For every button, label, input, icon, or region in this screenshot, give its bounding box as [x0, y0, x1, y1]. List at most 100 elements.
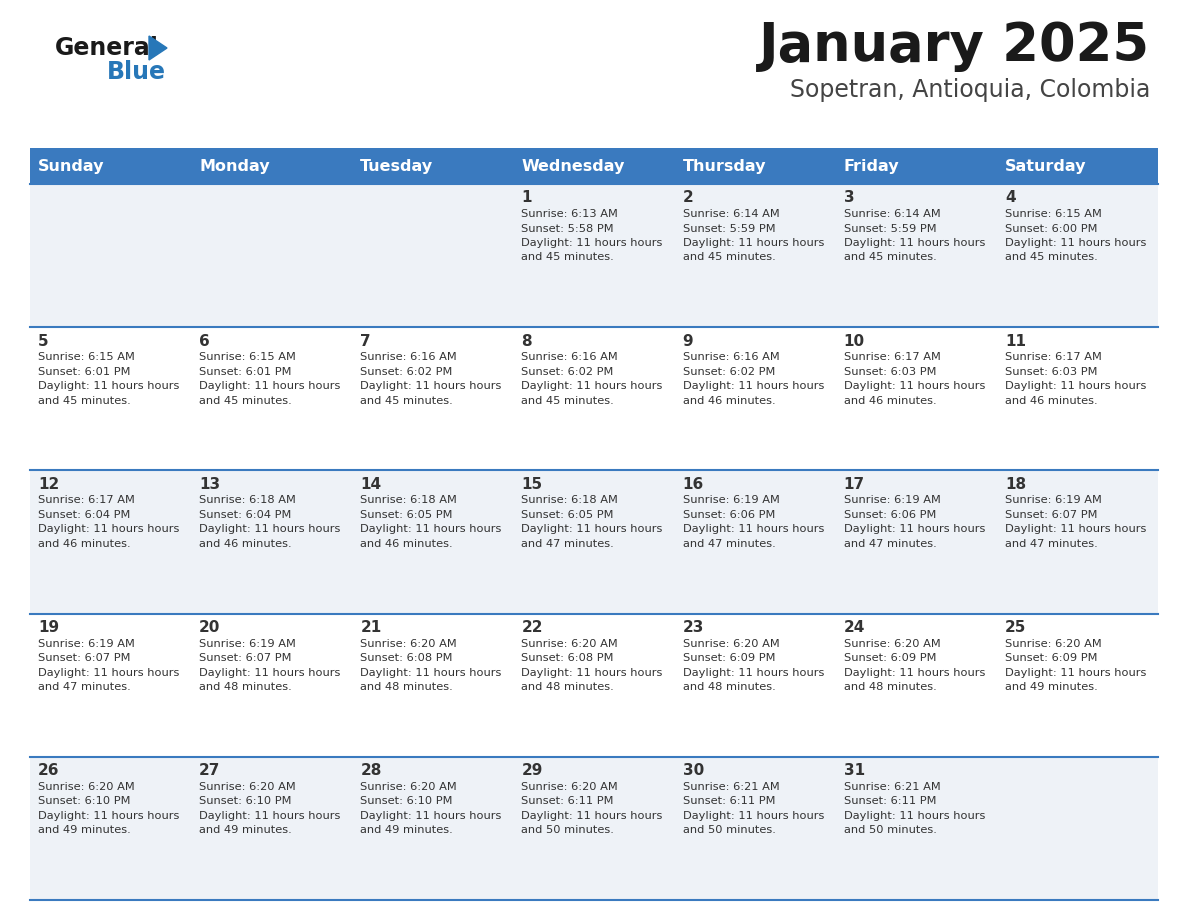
Text: Sunrise: 6:19 AM: Sunrise: 6:19 AM: [38, 639, 135, 649]
Text: Sunset: 6:10 PM: Sunset: 6:10 PM: [200, 796, 292, 806]
Text: 28: 28: [360, 763, 381, 778]
Text: 7: 7: [360, 334, 371, 349]
Text: Daylight: 11 hours hours: Daylight: 11 hours hours: [683, 238, 824, 248]
Text: and 49 minutes.: and 49 minutes.: [200, 825, 292, 835]
Text: Sunset: 6:02 PM: Sunset: 6:02 PM: [683, 366, 775, 376]
Text: Sunset: 6:02 PM: Sunset: 6:02 PM: [522, 366, 614, 376]
Text: Sunrise: 6:17 AM: Sunrise: 6:17 AM: [38, 496, 135, 506]
Text: Sunrise: 6:16 AM: Sunrise: 6:16 AM: [522, 353, 618, 363]
Text: Thursday: Thursday: [683, 159, 766, 174]
Text: January 2025: January 2025: [759, 20, 1150, 72]
Text: Sunrise: 6:20 AM: Sunrise: 6:20 AM: [360, 639, 457, 649]
Text: Sunset: 6:00 PM: Sunset: 6:00 PM: [1005, 223, 1098, 233]
Text: Sunset: 6:07 PM: Sunset: 6:07 PM: [200, 653, 292, 663]
Text: Sunset: 6:01 PM: Sunset: 6:01 PM: [200, 366, 292, 376]
Text: 17: 17: [843, 476, 865, 492]
Text: Sunset: 6:03 PM: Sunset: 6:03 PM: [843, 366, 936, 376]
Text: Daylight: 11 hours hours: Daylight: 11 hours hours: [683, 667, 824, 677]
Text: Wednesday: Wednesday: [522, 159, 625, 174]
Text: and 50 minutes.: and 50 minutes.: [683, 825, 776, 835]
Text: and 48 minutes.: and 48 minutes.: [683, 682, 776, 692]
Text: Sunrise: 6:20 AM: Sunrise: 6:20 AM: [360, 782, 457, 792]
Text: Daylight: 11 hours hours: Daylight: 11 hours hours: [843, 811, 985, 821]
Text: Sunset: 6:09 PM: Sunset: 6:09 PM: [683, 653, 775, 663]
Text: 25: 25: [1005, 620, 1026, 635]
Text: Sunset: 5:59 PM: Sunset: 5:59 PM: [843, 223, 936, 233]
Text: and 47 minutes.: and 47 minutes.: [38, 682, 131, 692]
Text: Sunset: 6:11 PM: Sunset: 6:11 PM: [522, 796, 614, 806]
Text: and 47 minutes.: and 47 minutes.: [522, 539, 614, 549]
Text: Daylight: 11 hours hours: Daylight: 11 hours hours: [38, 381, 179, 391]
Text: and 48 minutes.: and 48 minutes.: [522, 682, 614, 692]
Text: and 45 minutes.: and 45 minutes.: [38, 396, 131, 406]
Text: Sunset: 6:04 PM: Sunset: 6:04 PM: [200, 509, 291, 520]
Text: Daylight: 11 hours hours: Daylight: 11 hours hours: [360, 381, 501, 391]
Text: Sunrise: 6:18 AM: Sunrise: 6:18 AM: [360, 496, 457, 506]
Text: Sunrise: 6:15 AM: Sunrise: 6:15 AM: [200, 353, 296, 363]
Text: Sunset: 6:07 PM: Sunset: 6:07 PM: [38, 653, 131, 663]
Text: Sunset: 5:58 PM: Sunset: 5:58 PM: [522, 223, 614, 233]
Text: Daylight: 11 hours hours: Daylight: 11 hours hours: [1005, 667, 1146, 677]
Text: Sunrise: 6:19 AM: Sunrise: 6:19 AM: [683, 496, 779, 506]
Text: Sunrise: 6:17 AM: Sunrise: 6:17 AM: [1005, 353, 1101, 363]
Text: and 45 minutes.: and 45 minutes.: [1005, 252, 1098, 263]
Text: Sunrise: 6:20 AM: Sunrise: 6:20 AM: [200, 782, 296, 792]
Text: Daylight: 11 hours hours: Daylight: 11 hours hours: [360, 811, 501, 821]
Bar: [30, 148, 1158, 184]
Text: Daylight: 11 hours hours: Daylight: 11 hours hours: [1005, 238, 1146, 248]
Text: 3: 3: [843, 191, 854, 206]
Text: Sunset: 6:11 PM: Sunset: 6:11 PM: [843, 796, 936, 806]
Text: Daylight: 11 hours hours: Daylight: 11 hours hours: [683, 811, 824, 821]
Text: Sunset: 6:04 PM: Sunset: 6:04 PM: [38, 509, 131, 520]
Text: 21: 21: [360, 620, 381, 635]
Text: Daylight: 11 hours hours: Daylight: 11 hours hours: [200, 667, 341, 677]
Text: Sunrise: 6:14 AM: Sunrise: 6:14 AM: [843, 209, 941, 219]
Text: Sunset: 6:03 PM: Sunset: 6:03 PM: [1005, 366, 1098, 376]
Text: and 48 minutes.: and 48 minutes.: [843, 682, 936, 692]
Text: Sunrise: 6:20 AM: Sunrise: 6:20 AM: [522, 639, 618, 649]
Text: Daylight: 11 hours hours: Daylight: 11 hours hours: [522, 524, 663, 534]
Text: 29: 29: [522, 763, 543, 778]
Text: Daylight: 11 hours hours: Daylight: 11 hours hours: [200, 381, 341, 391]
Text: and 45 minutes.: and 45 minutes.: [843, 252, 936, 263]
Text: 23: 23: [683, 620, 704, 635]
Text: and 47 minutes.: and 47 minutes.: [683, 539, 776, 549]
Text: Sunrise: 6:18 AM: Sunrise: 6:18 AM: [200, 496, 296, 506]
Text: Daylight: 11 hours hours: Daylight: 11 hours hours: [38, 667, 179, 677]
Text: Daylight: 11 hours hours: Daylight: 11 hours hours: [200, 811, 341, 821]
Text: and 48 minutes.: and 48 minutes.: [360, 682, 453, 692]
Text: 27: 27: [200, 763, 221, 778]
Text: Daylight: 11 hours hours: Daylight: 11 hours hours: [522, 381, 663, 391]
Text: Sunrise: 6:20 AM: Sunrise: 6:20 AM: [1005, 639, 1101, 649]
Text: 18: 18: [1005, 476, 1026, 492]
Text: Sunrise: 6:21 AM: Sunrise: 6:21 AM: [843, 782, 941, 792]
Bar: [30, 613, 1158, 756]
Text: Daylight: 11 hours hours: Daylight: 11 hours hours: [843, 381, 985, 391]
Text: 15: 15: [522, 476, 543, 492]
Text: 12: 12: [38, 476, 59, 492]
Text: and 45 minutes.: and 45 minutes.: [683, 252, 776, 263]
Text: Sunrise: 6:14 AM: Sunrise: 6:14 AM: [683, 209, 779, 219]
Polygon shape: [148, 36, 168, 60]
Text: 31: 31: [843, 763, 865, 778]
Text: Sunset: 6:08 PM: Sunset: 6:08 PM: [360, 653, 453, 663]
Text: Sunday: Sunday: [38, 159, 105, 174]
Text: Sunrise: 6:20 AM: Sunrise: 6:20 AM: [843, 639, 941, 649]
Text: 8: 8: [522, 334, 532, 349]
Text: Sunset: 6:05 PM: Sunset: 6:05 PM: [360, 509, 453, 520]
Text: Daylight: 11 hours hours: Daylight: 11 hours hours: [1005, 524, 1146, 534]
Text: and 46 minutes.: and 46 minutes.: [843, 396, 936, 406]
Text: Sunrise: 6:16 AM: Sunrise: 6:16 AM: [360, 353, 457, 363]
Text: Daylight: 11 hours hours: Daylight: 11 hours hours: [683, 381, 824, 391]
Text: Sunset: 6:06 PM: Sunset: 6:06 PM: [843, 509, 936, 520]
Text: Daylight: 11 hours hours: Daylight: 11 hours hours: [522, 811, 663, 821]
Text: Daylight: 11 hours hours: Daylight: 11 hours hours: [522, 238, 663, 248]
Text: Sunset: 6:01 PM: Sunset: 6:01 PM: [38, 366, 131, 376]
Text: Daylight: 11 hours hours: Daylight: 11 hours hours: [360, 524, 501, 534]
Text: Sunset: 6:09 PM: Sunset: 6:09 PM: [843, 653, 936, 663]
Text: Blue: Blue: [107, 60, 166, 84]
Text: Sunset: 6:11 PM: Sunset: 6:11 PM: [683, 796, 775, 806]
Text: 16: 16: [683, 476, 703, 492]
Text: Saturday: Saturday: [1005, 159, 1086, 174]
Text: Daylight: 11 hours hours: Daylight: 11 hours hours: [200, 524, 341, 534]
